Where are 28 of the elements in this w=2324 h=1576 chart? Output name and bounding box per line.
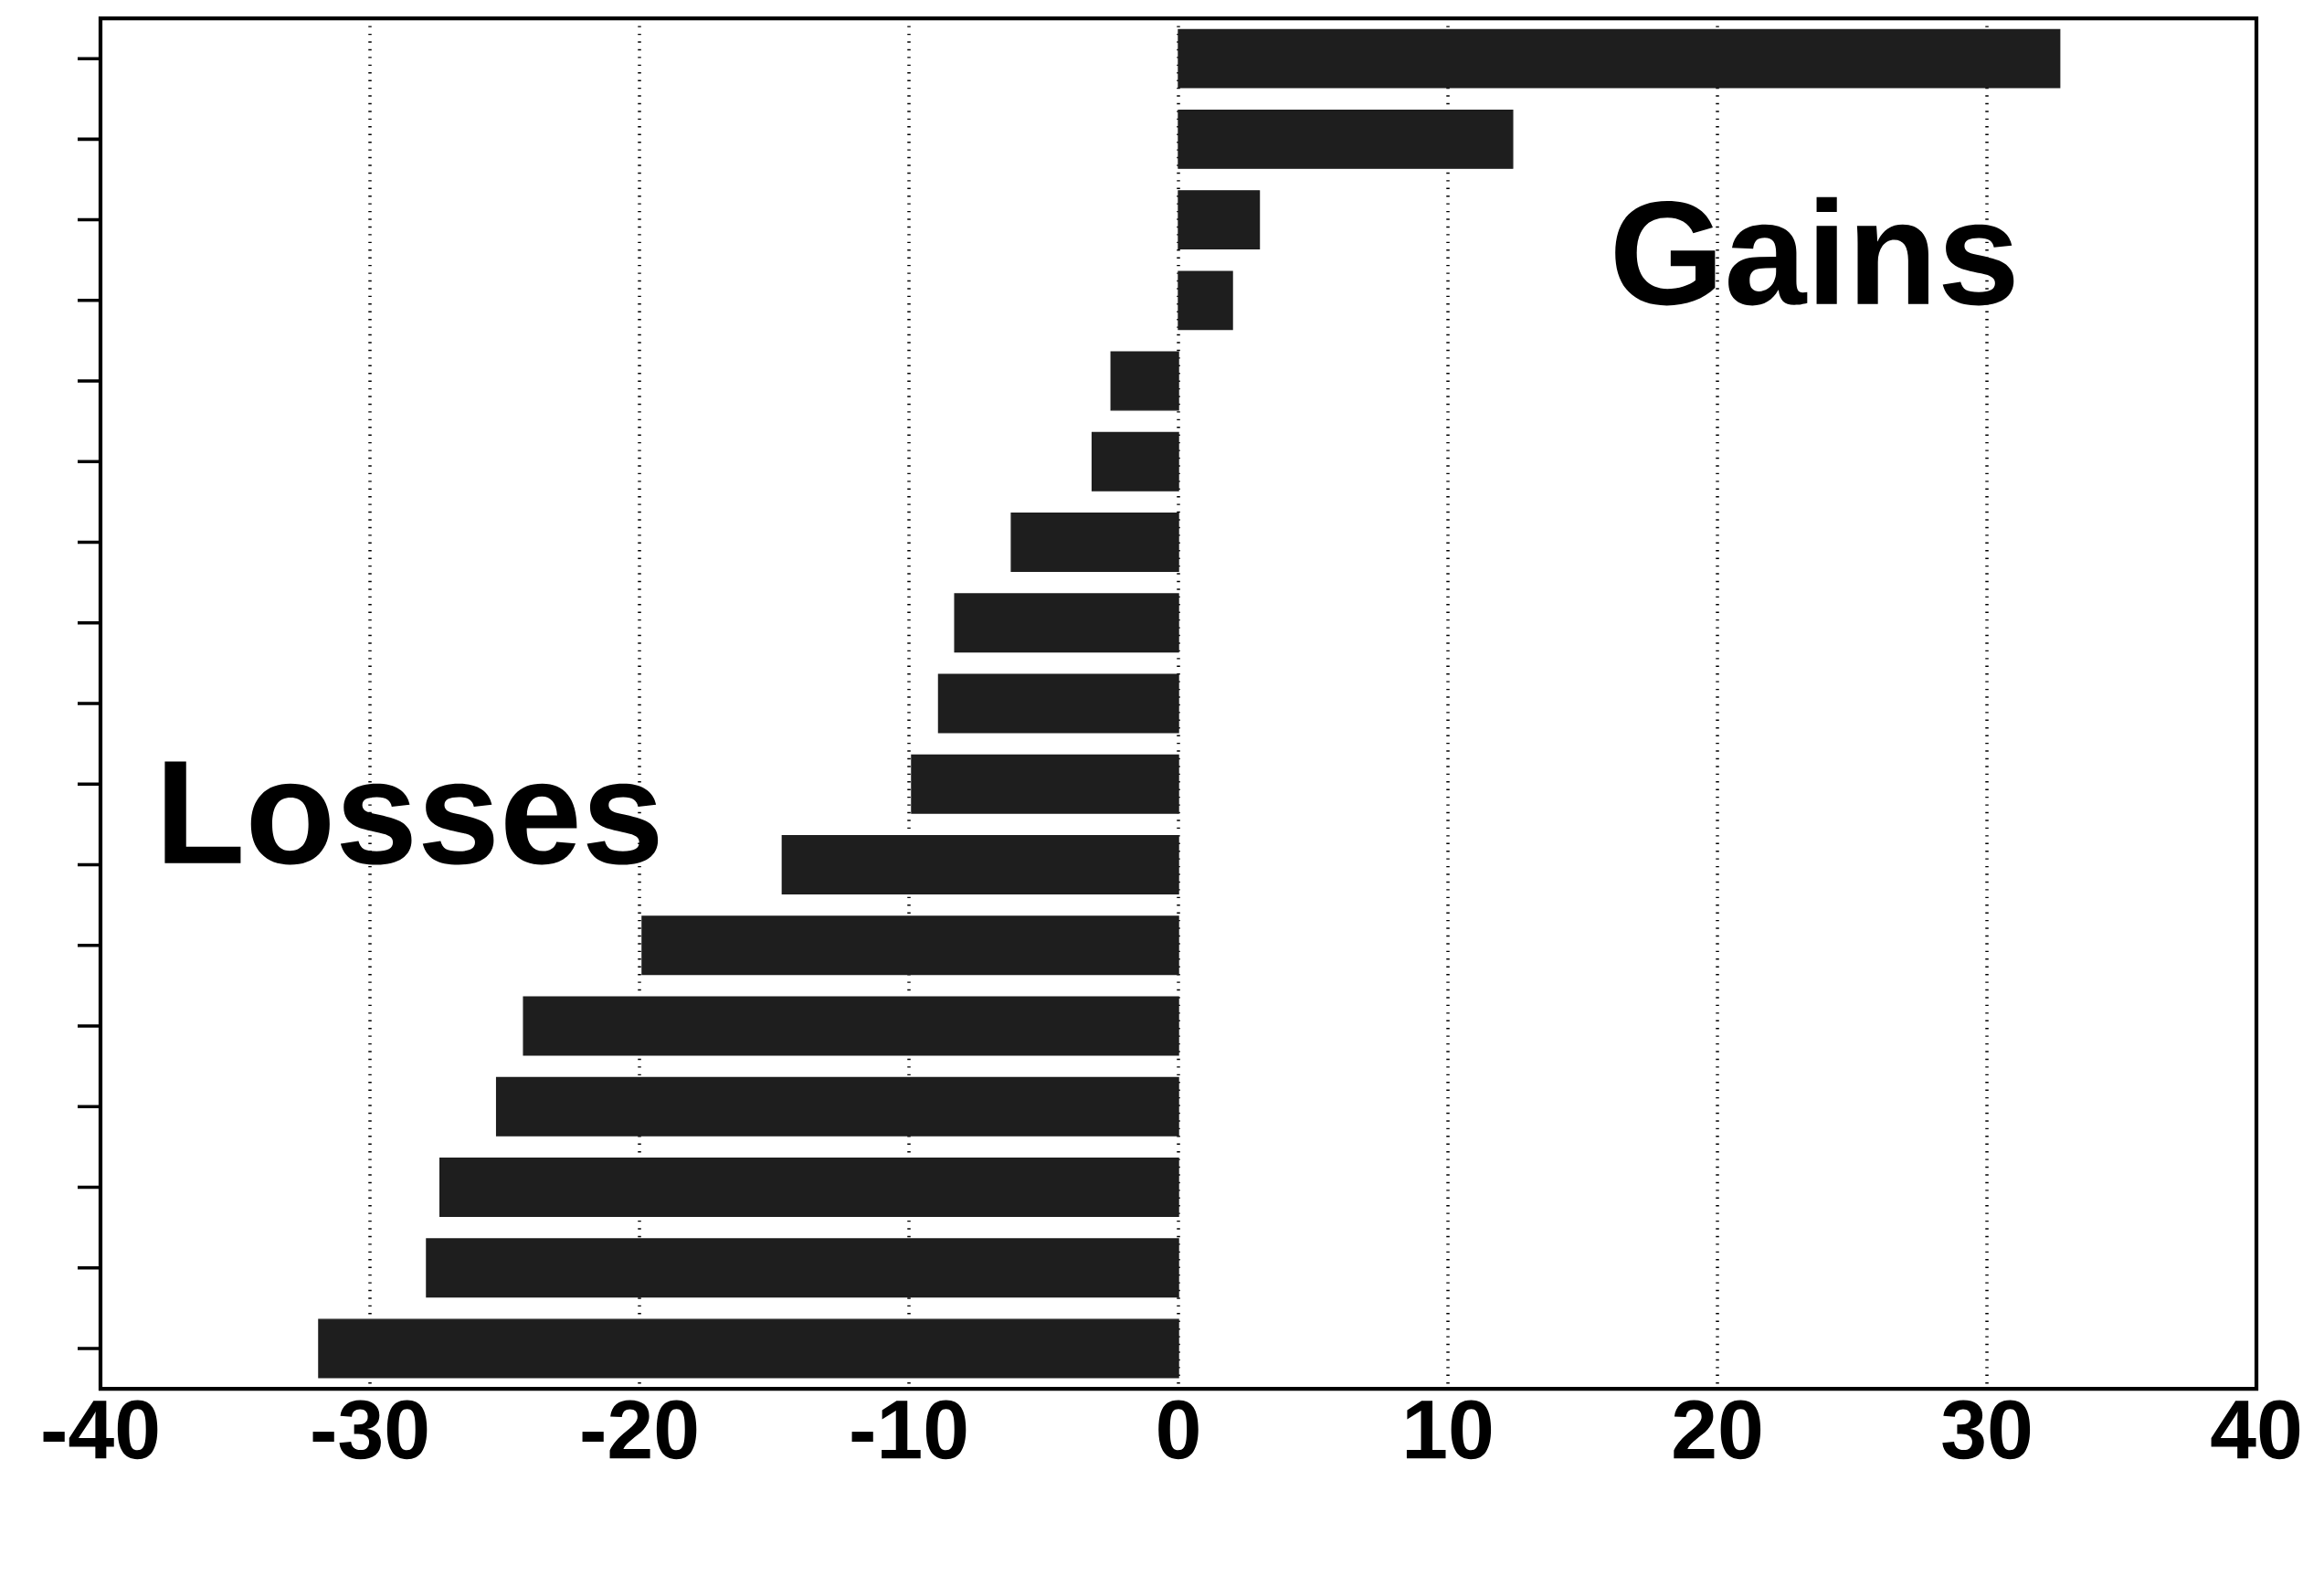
bar [318, 1318, 1179, 1379]
x-tick-label: -30 [312, 1400, 428, 1460]
x-tick-label: 10 [1406, 1400, 1492, 1460]
bar [1178, 190, 1261, 250]
x-tick-label: -40 [43, 1400, 158, 1460]
x-tick-label: 0 [1158, 1400, 1199, 1460]
bar [1091, 431, 1179, 492]
bar [495, 1076, 1179, 1137]
x-tick-label: 20 [1674, 1400, 1761, 1460]
bar [426, 1238, 1179, 1298]
x-tick-label: -10 [851, 1400, 967, 1460]
bar [911, 754, 1179, 814]
bar [1178, 28, 2061, 89]
bar [1178, 109, 1514, 169]
bar [439, 1157, 1179, 1217]
annotation: Gains [1615, 196, 2014, 306]
x-tick-label: 40 [2211, 1400, 2300, 1460]
bar [781, 835, 1179, 894]
x-tick-label: 30 [1942, 1400, 2031, 1460]
annotation: Losses [164, 761, 659, 865]
bar [954, 593, 1179, 653]
bar [641, 915, 1179, 976]
bar [1010, 513, 1179, 573]
bar [523, 996, 1179, 1056]
bar [1178, 270, 1233, 331]
bar [1110, 351, 1179, 411]
x-tick-label: -20 [582, 1400, 697, 1460]
bar [937, 673, 1179, 734]
